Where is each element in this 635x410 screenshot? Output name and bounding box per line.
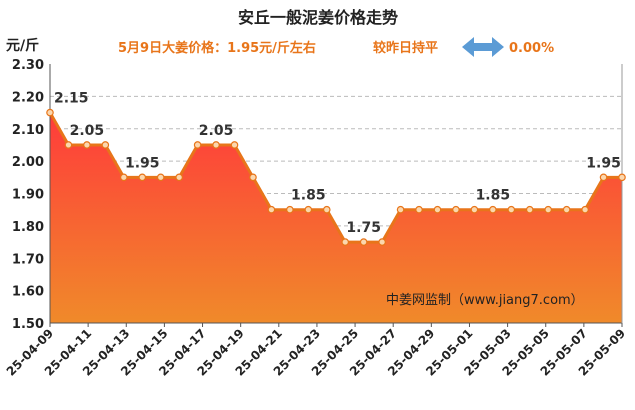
data-point <box>286 205 294 214</box>
data-point <box>175 173 183 182</box>
data-point <box>618 173 626 182</box>
data-label: 1.85 <box>291 188 326 204</box>
data-point <box>193 141 202 149</box>
data-label: 1.75 <box>346 220 381 236</box>
y-tick-label: 1.90 <box>12 188 44 203</box>
data-point <box>249 173 257 182</box>
data-point <box>322 205 331 214</box>
data-label: 2.15 <box>54 91 89 107</box>
double-arrow-icon <box>462 37 504 57</box>
data-point <box>378 238 386 246</box>
y-tick-label: 2.00 <box>12 155 44 170</box>
data-point <box>212 141 220 149</box>
data-point <box>359 238 368 246</box>
data-point <box>433 205 442 214</box>
change-label: 较昨日持平 <box>373 40 438 56</box>
data-points <box>46 108 626 246</box>
change-value: 0.00% <box>509 41 554 56</box>
data-point <box>581 205 589 214</box>
data-point <box>101 141 110 149</box>
data-label: 1.85 <box>476 188 511 204</box>
axes <box>49 64 623 324</box>
data-point <box>562 205 571 214</box>
data-point <box>138 173 147 182</box>
area-fill <box>50 112 622 323</box>
price-area <box>48 111 622 323</box>
data-label: 2.05 <box>70 123 105 139</box>
data-point <box>507 205 516 214</box>
data-point <box>525 205 534 214</box>
data-point <box>341 238 350 246</box>
data-point <box>489 205 497 214</box>
data-point <box>64 141 73 149</box>
data-label: 1.95 <box>125 155 160 171</box>
data-labels: 2.15 2.05 1.95 2.05 1.85 1.75 1.85 1.95 <box>54 91 621 237</box>
data-point <box>156 173 165 182</box>
y-tick-label: 1.70 <box>12 252 44 267</box>
x-tick-labels: 25-04-0925-04-1125-04-1325-04-1525-04-17… <box>4 323 628 379</box>
data-point <box>470 205 479 214</box>
y-tick-label: 1.50 <box>12 317 44 332</box>
data-point <box>452 205 460 214</box>
data-point <box>120 173 128 182</box>
data-point <box>267 205 276 214</box>
y-tick-labels: 2.30 2.20 2.10 2.00 1.90 1.80 1.70 1.60 1.50 <box>12 58 44 332</box>
data-label: 1.95 <box>586 155 621 171</box>
data-label: 2.05 <box>199 123 234 139</box>
y-tick-label: 1.60 <box>12 285 44 300</box>
chart-title: 安丘一般泥姜价格走势 <box>238 8 398 27</box>
data-point <box>544 205 552 214</box>
y-tick-label: 2.20 <box>12 90 44 105</box>
data-point <box>415 205 423 214</box>
price-subtitle: 5月9日大姜价格：1.95元/斤左右 <box>118 40 316 56</box>
y-tick-label: 1.80 <box>12 220 44 235</box>
watermark: 中姜网监制（www.jiang7.com） <box>386 293 584 308</box>
data-point <box>304 205 313 214</box>
data-point <box>396 205 405 214</box>
data-point <box>599 173 608 182</box>
y-tick-label: 2.10 <box>12 123 44 138</box>
data-point <box>46 108 54 117</box>
data-point <box>83 141 91 149</box>
y-tick-label: 2.30 <box>12 58 44 73</box>
y-axis-unit: 元/斤 <box>6 37 39 54</box>
data-point <box>230 141 239 149</box>
